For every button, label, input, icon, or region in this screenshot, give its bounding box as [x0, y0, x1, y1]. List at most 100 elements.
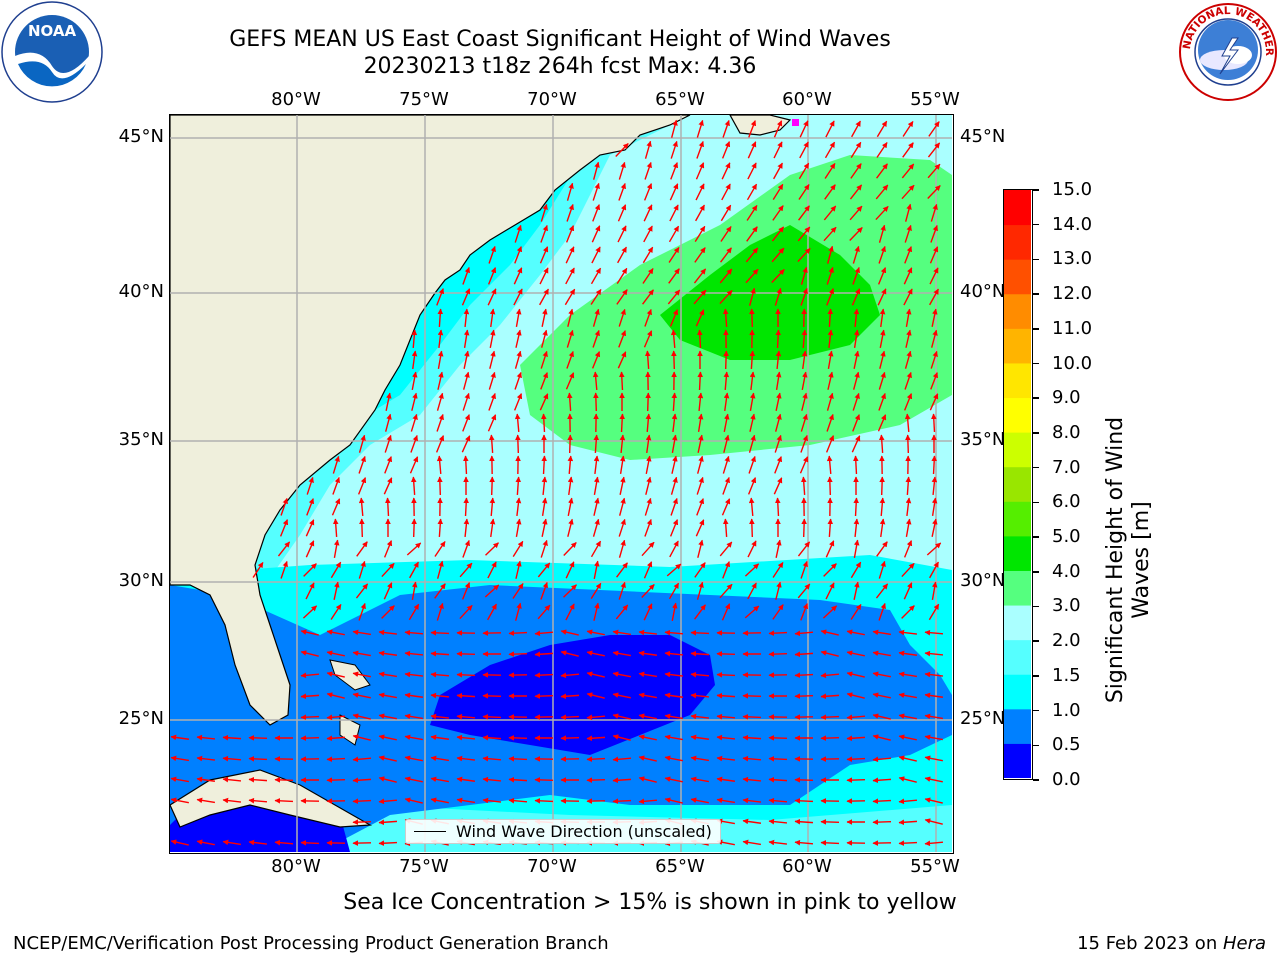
wave-direction-arrow	[690, 671, 710, 678]
wave-direction-arrow	[904, 246, 913, 264]
wave-direction-arrow	[801, 329, 808, 349]
wave-direction-arrow	[437, 308, 444, 328]
wave-direction-arrow	[872, 756, 892, 763]
wave-direction-arrow	[590, 288, 602, 305]
wave-direction-arrow	[924, 692, 944, 699]
wave-direction-arrow	[901, 184, 915, 200]
lat-tick-left: 35°N	[118, 429, 164, 450]
wave-direction-arrow	[437, 371, 444, 390]
wave-direction-arrow	[773, 477, 783, 495]
wave-direction-arrow	[430, 713, 450, 720]
wave-direction-arrow	[612, 734, 631, 741]
wave-direction-arrow	[462, 540, 470, 558]
wave-direction-arrow	[879, 497, 886, 517]
wave-direction-arrow	[462, 455, 469, 475]
wave-direction-arrow	[721, 603, 731, 621]
wave-direction-arrow	[352, 734, 371, 741]
wave-direction-arrow	[904, 203, 912, 222]
wave-direction-arrow	[541, 518, 548, 537]
wave-direction-arrow	[669, 519, 679, 537]
wave-direction-arrow	[482, 713, 502, 720]
legend-line-swatch	[414, 831, 446, 832]
wave-direction-arrow	[459, 604, 473, 620]
wave-direction-arrow	[690, 650, 710, 657]
wave-direction-arrow	[851, 435, 861, 453]
wave-direction-arrow	[719, 541, 733, 557]
wave-direction-arrow	[697, 539, 704, 558]
wave-direction-arrow	[567, 455, 574, 475]
wave-direction-arrow	[774, 456, 783, 474]
wave-direction-arrow	[801, 392, 808, 411]
wave-direction-arrow	[775, 371, 782, 390]
wave-direction-arrow	[305, 582, 315, 600]
wave-direction-arrow	[456, 755, 476, 762]
wave-direction-arrow	[898, 692, 917, 699]
wave-direction-arrow	[825, 540, 835, 558]
wave-direction-arrow	[852, 455, 859, 475]
wave-direction-arrow	[539, 267, 549, 285]
colorbar-segment	[1004, 501, 1031, 537]
wave-direction-arrow	[515, 329, 522, 348]
wave-direction-arrow	[560, 714, 580, 721]
wave-direction-arrow	[931, 476, 938, 496]
wave-direction-arrow	[878, 245, 886, 264]
wave-direction-arrow	[722, 119, 730, 138]
wave-direction-arrow	[664, 692, 684, 699]
colorbar-segment	[1004, 259, 1031, 295]
wave-direction-arrow	[515, 560, 522, 579]
wave-direction-arrow	[902, 120, 914, 137]
wave-direction-arrow	[586, 650, 605, 657]
wave-direction-arrow	[487, 603, 497, 621]
wave-direction-arrow	[669, 309, 679, 327]
footer-credit: NCEP/EMC/Verification Post Processing Pr…	[13, 933, 609, 954]
wave-direction-arrow	[824, 184, 836, 200]
wave-direction-arrow	[771, 247, 785, 263]
wave-direction-arrow	[924, 818, 943, 825]
colorbar-tick-label: 6.0	[1052, 491, 1081, 513]
wave-direction-arrow	[539, 288, 549, 306]
wave-direction-arrow	[586, 629, 605, 636]
wave-direction-arrow	[333, 539, 340, 558]
wave-direction-arrow	[898, 819, 918, 826]
wave-direction-arrow	[671, 413, 678, 433]
wave-direction-arrow	[746, 183, 758, 201]
colorbar-tick-label: 5.0	[1052, 526, 1081, 548]
wave-direction-arrow	[326, 777, 346, 783]
wave-direction-arrow	[853, 329, 860, 348]
wave-direction-arrow	[404, 629, 424, 636]
wave-direction-arrow	[515, 497, 522, 517]
wave-direction-arrow	[772, 205, 784, 221]
wave-direction-arrow	[643, 330, 653, 348]
wave-direction-arrow	[722, 561, 731, 579]
wave-direction-arrow	[332, 455, 340, 474]
wave-direction-arrow	[928, 603, 940, 621]
wave-direction-arrow	[567, 434, 573, 454]
wave-direction-arrow	[850, 141, 862, 159]
wave-direction-arrow	[638, 692, 657, 699]
wave-direction-arrow	[641, 541, 655, 557]
wave-direction-arrow	[904, 413, 911, 433]
wave-direction-arrow	[567, 497, 574, 516]
wave-direction-arrow	[638, 776, 657, 783]
wave-direction-arrow	[411, 329, 418, 349]
wave-direction-arrow	[697, 413, 704, 432]
land-bahamas	[329, 659, 371, 691]
wave-direction-arrow	[744, 605, 760, 619]
wave-direction-arrow	[459, 562, 473, 578]
wave-direction-arrow	[592, 308, 600, 327]
wave-direction-arrow	[744, 563, 760, 577]
colorbar-segment	[1004, 293, 1031, 329]
wave-direction-arrow	[929, 288, 939, 306]
wave-direction-arrow	[664, 629, 684, 636]
wave-direction-arrow	[671, 350, 677, 370]
wave-direction-arrow	[222, 839, 241, 846]
wave-direction-arrow	[768, 651, 788, 657]
wave-direction-arrow	[539, 393, 549, 411]
footer-host: Hera	[1222, 933, 1266, 954]
wave-direction-arrow	[929, 561, 939, 579]
wave-direction-arrow	[898, 798, 918, 805]
wave-direction-arrow	[798, 205, 810, 221]
wave-direction-arrow	[931, 497, 938, 516]
wave-direction-arrow	[898, 713, 917, 720]
wave-direction-arrow	[170, 734, 190, 741]
